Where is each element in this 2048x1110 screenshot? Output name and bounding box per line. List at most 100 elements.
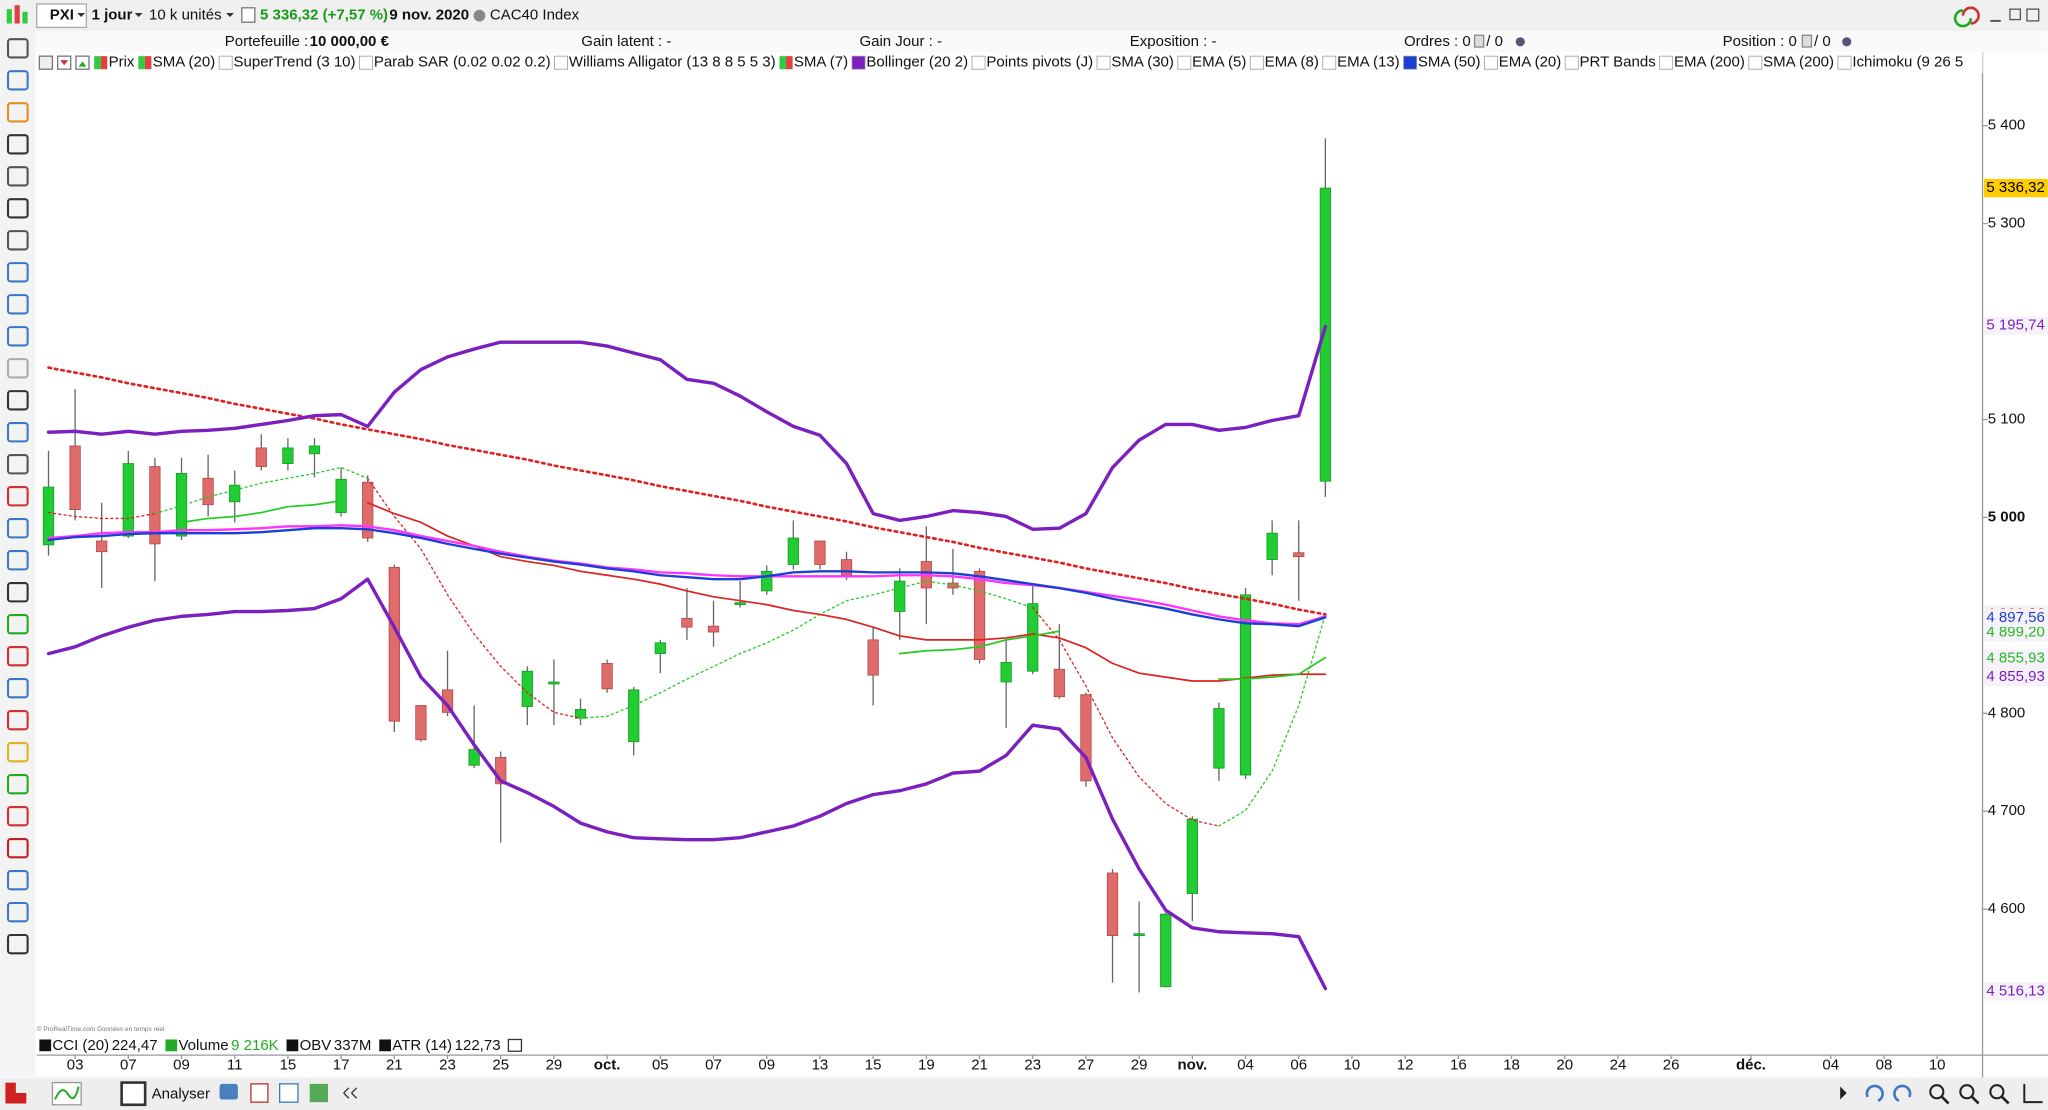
indicator-color [1177,55,1192,70]
chart-controls[interactable] [38,55,90,70]
indicator-name[interactable]: CCI (20) [52,1037,109,1054]
indicator-name[interactable]: SMA (50) [1418,54,1481,71]
price-badge [1983,649,2048,668]
dropdown-arrow [226,13,234,17]
tool-icon[interactable] [6,550,29,571]
portfolio-label: Portefeuille : [225,33,308,50]
x-tick-label: 10 [1929,1057,1946,1074]
symbol-box[interactable] [36,3,88,29]
indicator-name[interactable]: SMA (30) [1111,54,1174,71]
candle-body [734,602,746,606]
indicator-name[interactable]: Bollinger (20 2) [866,54,968,71]
indicator-line [154,466,369,515]
analyse-button[interactable]: Analyser [152,1085,210,1102]
price-label: 4 897,56 [1986,609,2044,626]
price-label: 5 336,32 [1986,179,2044,196]
orders-settings[interactable] [1515,37,1525,47]
indicator-name[interactable]: EMA (20) [1499,54,1562,71]
tool-icon[interactable] [6,294,29,315]
symbol[interactable]: PXI [50,7,74,24]
tool-icon[interactable] [6,454,29,475]
bottom-tools[interactable] [5,1081,2043,1107]
x-tick-label: 25 [492,1057,509,1074]
tool-icon[interactable] [6,198,29,219]
indicator-color [1403,55,1418,70]
indicator-name[interactable]: PRT Bands [1580,54,1656,71]
indicator-name[interactable]: Parab SAR (0.02 0.02 0.2) [374,54,551,71]
x-tick-label: 07 [120,1057,137,1074]
indicator-name[interactable]: SMA (20) [153,54,216,71]
x-tick-label: 07 [705,1057,722,1074]
left-toolbar [0,31,36,1077]
tool-icon[interactable] [6,773,29,795]
indicator-name[interactable]: Williams Alligator (13 8 8 5 5 3) [569,54,776,71]
candle-body [308,445,321,455]
quote-date: 9 nov. 2020 [389,7,469,24]
tool-icon[interactable] [6,230,29,251]
candle-body [1293,552,1305,558]
candle-body [1133,933,1145,937]
orders-icon [1473,34,1485,48]
tool-icon[interactable] [6,134,29,155]
tool-icon[interactable] [6,262,29,283]
panel-icon[interactable] [507,1038,523,1052]
candle-body [1213,708,1225,769]
tool-icon[interactable] [6,678,29,699]
indicator-name[interactable]: Prix [109,54,135,71]
tool-icon[interactable] [6,390,29,411]
position-icon [1801,34,1813,48]
indicator-name[interactable]: EMA (8) [1265,54,1319,71]
window-controls[interactable] [1953,6,2040,28]
price-label: 4 899,20 [1986,623,2044,640]
tool-icon[interactable] [6,102,29,123]
tool-icon[interactable] [6,518,29,539]
indicator-name[interactable]: SuperTrend (3 10) [234,54,356,71]
candle-body [69,445,81,511]
tool-icon[interactable] [6,869,29,891]
tool-icon[interactable] [6,422,29,443]
position-settings[interactable] [1842,37,1852,47]
x-tick-label: 03 [67,1057,84,1074]
tool-icon[interactable] [6,805,29,827]
indicator-name[interactable]: EMA (5) [1192,54,1246,71]
tool-icon[interactable] [6,646,29,667]
indicator-color [971,55,986,70]
indicator-line [366,501,1327,682]
x-tick-label: 08 [1876,1057,1893,1074]
indicator-name[interactable]: EMA (13) [1337,54,1400,71]
tool-icon[interactable] [6,837,29,859]
candle-body [761,570,773,592]
x-tick-label: 18 [1503,1057,1520,1074]
period[interactable]: 1 jour [92,7,133,24]
x-tick-label: 23 [1024,1057,1041,1074]
tool-icon[interactable] [6,38,29,59]
indicator-name[interactable]: OBV [300,1037,332,1054]
indicator-name[interactable]: Points pivots (J) [986,54,1093,71]
indicator-name[interactable]: Volume [179,1037,229,1054]
units[interactable]: 10 k unités [149,7,222,24]
tool-icon[interactable] [6,901,29,923]
tool-icon[interactable] [6,358,29,379]
indicator-color [554,55,568,70]
indicator-name[interactable]: ATR (14) [392,1037,452,1054]
tool-icon[interactable] [6,486,29,507]
tool-icon[interactable] [6,582,29,603]
tool-icon[interactable] [6,166,29,187]
tool-icon[interactable] [6,614,29,635]
tool-icon[interactable] [6,710,29,731]
tool-icon[interactable] [6,742,29,763]
candle-body [229,484,241,503]
drawing-tools[interactable] [6,38,29,955]
indicator-name[interactable]: SMA (200) [1763,54,1834,71]
indicator-name[interactable]: SMA (7) [794,54,848,71]
candle-body [867,639,879,676]
dropdown-arrow [77,13,86,17]
indicator-name[interactable]: EMA (200) [1674,54,1745,71]
candle-body [1186,818,1198,894]
tool-icon[interactable] [6,70,29,91]
indicator-color [1249,55,1264,70]
tool-icon[interactable] [6,326,29,347]
indicator-name[interactable]: Ichimoku (9 26 5 [1852,54,1963,71]
tool-icon[interactable] [6,933,29,955]
indicator-line [1218,656,1327,680]
